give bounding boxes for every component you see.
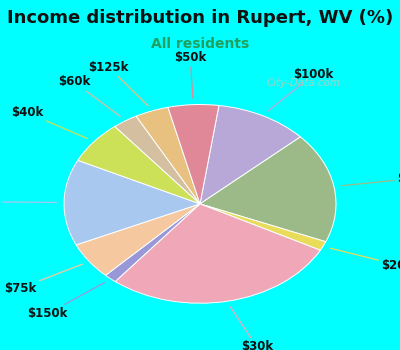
Wedge shape	[200, 137, 336, 242]
Text: $200k: $200k	[330, 248, 400, 272]
Text: City-Data.com: City-Data.com	[267, 78, 341, 88]
Text: $125k: $125k	[89, 61, 148, 106]
Text: $60k: $60k	[58, 75, 120, 116]
Wedge shape	[78, 126, 200, 204]
Wedge shape	[64, 160, 200, 245]
Wedge shape	[168, 105, 219, 204]
Text: $20k: $20k	[342, 172, 400, 186]
Text: All residents: All residents	[151, 37, 249, 51]
Text: Income distribution in Rupert, WV (%): Income distribution in Rupert, WV (%)	[7, 9, 393, 27]
Wedge shape	[76, 204, 200, 275]
Text: $40k: $40k	[12, 106, 88, 139]
Wedge shape	[200, 204, 326, 250]
Text: $50k: $50k	[174, 51, 206, 98]
Wedge shape	[106, 204, 200, 281]
Text: $30k: $30k	[230, 307, 273, 350]
Wedge shape	[136, 107, 200, 204]
Wedge shape	[200, 105, 300, 204]
Text: $100k: $100k	[268, 68, 334, 111]
Text: $75k: $75k	[4, 264, 82, 295]
Text: $150k: $150k	[28, 282, 105, 320]
Wedge shape	[115, 116, 200, 204]
Wedge shape	[115, 204, 320, 303]
Text: $10k: $10k	[0, 195, 56, 208]
